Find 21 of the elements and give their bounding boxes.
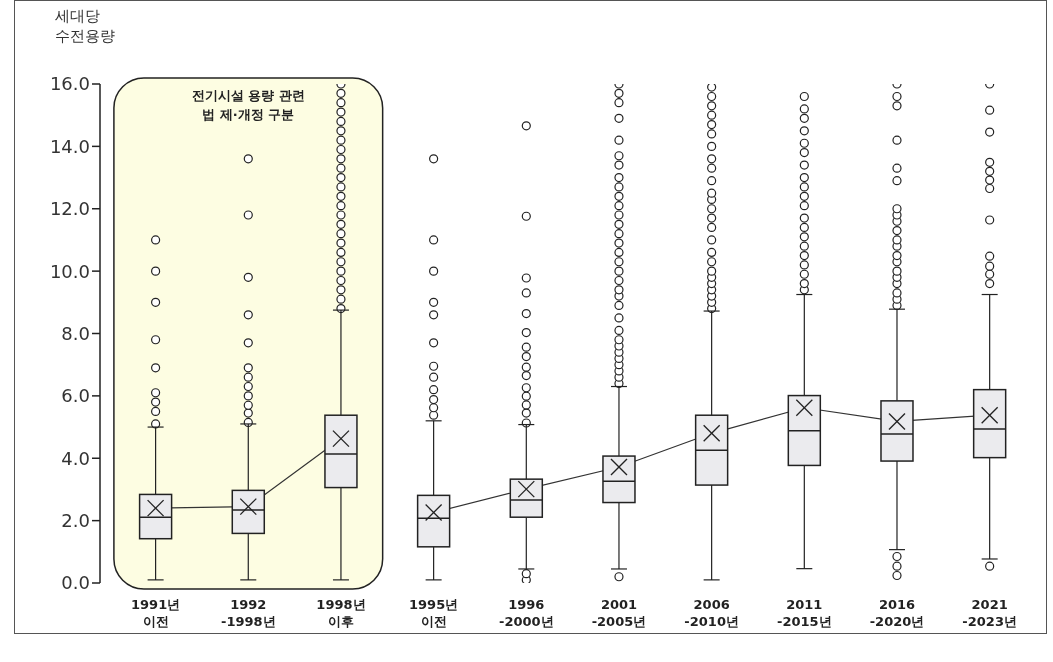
y-tick-label: 6.0 (61, 385, 90, 407)
x-tick-label: 2016 -2020년 (869, 597, 925, 629)
x-tick-label: 1998년 이후 (316, 597, 366, 629)
band-label: 전기시설 용량 관련 법 제·개정 구분 (191, 88, 305, 122)
x-tick-label: 1996 -2000년 (499, 597, 554, 629)
y-tick-label: 8.0 (61, 322, 90, 344)
y-tick-label: 10.0 (49, 260, 90, 282)
x-tick-label: 2021 -2023년 (962, 597, 1017, 629)
y-tick-label: 4.0 (61, 447, 90, 469)
x-tick-label: 2006 -2010년 (684, 597, 739, 629)
y-tick-label: 14.0 (49, 135, 90, 157)
x-tick-label: 2011 -2015년 (777, 597, 832, 629)
x-tick-label: 2001 -2005년 (591, 597, 647, 629)
x-tick-label: 1991년 이전 (131, 597, 181, 629)
y-tick-label: 16.0 (49, 73, 90, 95)
y-axis-title: 세대당 수전용량 (55, 6, 115, 46)
y-tick-label: 12.0 (49, 198, 90, 220)
y-tick-label: 2.0 (61, 510, 90, 532)
x-tick-label: 1992 -1998년 (220, 597, 276, 629)
y-tick-label: 0.0 (61, 572, 90, 594)
x-tick-label: 1995년 이전 (409, 597, 459, 629)
